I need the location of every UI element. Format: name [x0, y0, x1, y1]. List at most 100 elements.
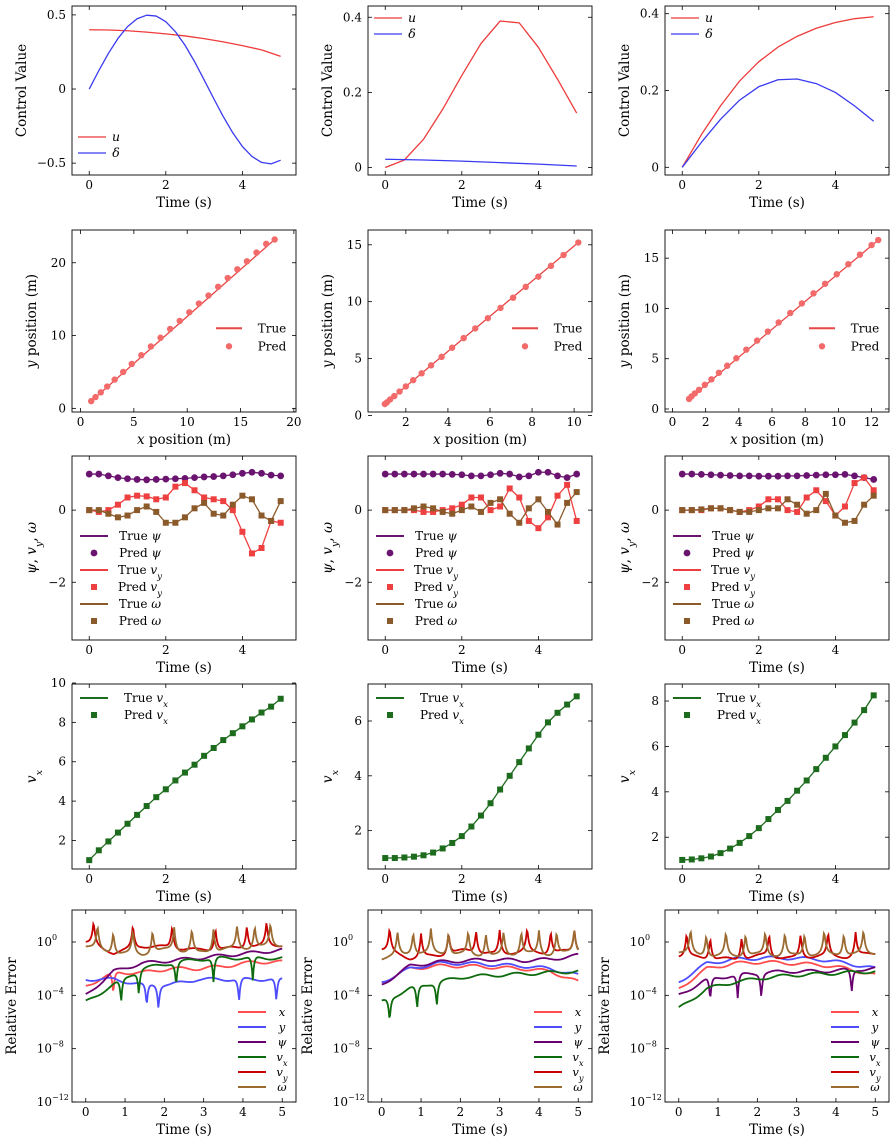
point-v_y — [201, 494, 208, 501]
legend-label: True vy — [711, 563, 755, 582]
point-ψ — [152, 476, 160, 483]
point-ψ — [563, 474, 571, 482]
point-v_y — [162, 494, 169, 501]
point-ψ — [410, 470, 418, 478]
point-ω — [746, 508, 753, 515]
legend-label: Pred ω — [712, 614, 754, 628]
point-v_x — [430, 849, 437, 856]
legend-label: True vy — [118, 563, 162, 582]
point-v_x — [774, 806, 781, 813]
y-tick-label: 10 — [333, 935, 348, 949]
y-tick-exponent: 0 — [645, 933, 650, 942]
point-v_x — [698, 855, 705, 862]
point-v_y — [813, 487, 820, 494]
plot-frame — [664, 909, 890, 1103]
point-ω — [239, 492, 246, 499]
legend-swatch — [91, 584, 97, 590]
legend-label: True vx — [420, 691, 464, 710]
point-ψ — [200, 473, 208, 481]
point-ψ — [755, 472, 763, 480]
x-tick-label: 1 — [121, 1105, 129, 1119]
x-tick-label: 10 — [566, 415, 581, 429]
point-v_y — [870, 487, 877, 494]
legend-label: vx — [276, 1050, 288, 1068]
point-ψ — [258, 469, 265, 477]
x-axis-label: Time (s) — [452, 1122, 508, 1138]
y-tick-label: 5 — [354, 352, 362, 366]
legend-swatch — [683, 549, 691, 557]
y-tick-label: 8 — [651, 694, 659, 708]
point-Pred — [535, 273, 542, 280]
point-ψ — [162, 475, 170, 483]
point-v_y — [564, 481, 571, 488]
plot-area — [86, 695, 284, 864]
legend: True Pred — [216, 321, 287, 353]
point-ω — [477, 508, 484, 515]
point-ψ — [697, 471, 705, 478]
y-axis-label: y position (m) — [320, 274, 336, 369]
point-ω — [210, 510, 217, 517]
point-ψ — [525, 472, 533, 480]
y-tick-label: 0.4 — [640, 7, 659, 21]
y-tick-exponent: −12 — [348, 1093, 365, 1102]
y-axis-label: Control Value — [617, 44, 633, 137]
point-v_x — [516, 759, 523, 766]
point-ω — [181, 514, 188, 521]
y-tick-label: 15 — [644, 251, 659, 265]
point-v_y — [143, 493, 150, 500]
point-Pred — [157, 334, 164, 341]
legend-label: vy — [276, 1065, 288, 1083]
x-tick-label: 6 — [768, 415, 776, 429]
point-ψ — [726, 472, 734, 479]
series-line-δ — [681, 78, 875, 168]
point-ω — [870, 492, 877, 499]
x-tick-label: 0 — [77, 415, 85, 429]
point-v_y — [497, 503, 504, 510]
legend-swatch-point — [818, 343, 826, 350]
point-Pred — [743, 346, 750, 353]
x-tick-label: 0 — [85, 643, 93, 657]
point-ψ — [573, 470, 581, 478]
series-line-v_x — [85, 955, 283, 1002]
x-tick-label: 20 — [286, 415, 301, 429]
legend-label: δ — [705, 26, 713, 41]
point-Pred — [253, 249, 260, 256]
series-line-u — [89, 29, 281, 58]
point-Pred — [427, 362, 435, 369]
point-ω — [391, 507, 398, 514]
point-ψ — [381, 470, 389, 478]
point-ψ — [841, 471, 849, 478]
x-tick-label: 4 — [832, 178, 840, 192]
x-tick-label: 4 — [444, 415, 452, 429]
point-ω — [554, 521, 561, 528]
legend-label: True vx — [717, 691, 761, 710]
y-tick-label: 0.2 — [343, 85, 362, 99]
legend-label: ω — [870, 1080, 880, 1094]
point-v_x — [239, 723, 246, 730]
y-tick-label: 15 — [347, 238, 362, 252]
series-line-ψ — [85, 947, 283, 995]
point-ψ — [229, 471, 237, 479]
point-ψ — [793, 472, 801, 480]
point-Pred — [695, 386, 703, 394]
point-ω — [487, 499, 494, 506]
y-tick-label: 4 — [58, 794, 66, 808]
x-tick-label: 2 — [162, 643, 170, 657]
x-tick-label: 2 — [161, 1105, 169, 1119]
point-v_x — [746, 833, 753, 840]
point-v_x — [410, 853, 417, 860]
legend-label: Pred ω — [415, 614, 457, 628]
legend-swatch — [386, 549, 394, 557]
point-ω — [277, 498, 284, 505]
x-axis-label: Time (s) — [156, 889, 212, 905]
point-ω — [535, 496, 542, 503]
point-Pred — [186, 309, 193, 316]
plot-frame — [664, 455, 890, 641]
point-ω — [86, 507, 93, 514]
legend: uδ — [78, 129, 120, 160]
point-v_y — [114, 501, 121, 508]
plot-frame — [71, 455, 297, 641]
series-line-v_y — [678, 931, 876, 960]
